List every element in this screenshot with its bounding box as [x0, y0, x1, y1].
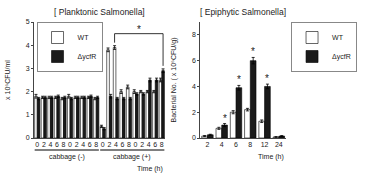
svg-text:2: 2 [192, 109, 196, 116]
svg-text:8: 8 [94, 141, 98, 148]
svg-text:WT: WT [78, 34, 90, 41]
svg-text:2: 2 [75, 141, 79, 148]
svg-text:6: 6 [55, 141, 59, 148]
svg-text:*: * [251, 46, 255, 57]
svg-text:3: 3 [26, 65, 30, 72]
svg-text:4: 4 [114, 141, 118, 148]
svg-text:2: 2 [140, 141, 144, 148]
svg-text:[ Planktonic Salmonella]: [ Planktonic Salmonella] [54, 7, 145, 17]
svg-text:8: 8 [160, 141, 164, 148]
svg-text:x 10⁶CFU/ml: x 10⁶CFU/ml [4, 60, 11, 100]
svg-text:24: 24 [275, 141, 283, 148]
svg-text:4: 4 [220, 141, 224, 148]
svg-text:8: 8 [127, 141, 131, 148]
svg-text:0: 0 [26, 134, 30, 141]
svg-text:4: 4 [48, 141, 52, 148]
svg-text:cabbage (-): cabbage (-) [49, 153, 85, 161]
svg-text:0: 0 [35, 141, 39, 148]
svg-text:4: 4 [81, 141, 85, 148]
svg-text:2: 2 [206, 141, 210, 148]
svg-text:0: 0 [192, 134, 196, 141]
svg-text:8: 8 [62, 141, 66, 148]
svg-text:2: 2 [107, 141, 111, 148]
svg-text:[ Epiphytic Salmonella]: [ Epiphytic Salmonella] [200, 7, 286, 17]
svg-text:4: 4 [192, 83, 196, 90]
svg-text:6: 6 [120, 141, 124, 148]
svg-text:1: 1 [26, 111, 30, 118]
svg-text:ΔycfR: ΔycfR [78, 53, 97, 61]
svg-text:ΔycfR: ΔycfR [332, 53, 351, 61]
svg-text:4: 4 [147, 141, 151, 148]
svg-text:Bacterial No. ( x 10⁶CFU/g): Bacterial No. ( x 10⁶CFU/g) [170, 38, 178, 123]
svg-text:*: * [137, 24, 141, 35]
svg-text:12: 12 [261, 141, 269, 148]
svg-text:Time (h): Time (h) [258, 153, 284, 161]
svg-text:*: * [265, 73, 269, 84]
svg-text:*: * [223, 113, 227, 124]
svg-text:6: 6 [153, 141, 157, 148]
svg-text:0: 0 [134, 141, 138, 148]
svg-text:*: * [237, 74, 241, 85]
svg-text:6: 6 [192, 57, 196, 64]
svg-text:0: 0 [101, 141, 105, 148]
svg-text:5: 5 [26, 18, 30, 25]
svg-text:6: 6 [234, 141, 238, 148]
svg-text:WT: WT [332, 34, 344, 41]
svg-text:4: 4 [26, 42, 30, 49]
svg-text:8: 8 [192, 31, 196, 38]
svg-text:0: 0 [68, 141, 72, 148]
svg-text:cabbage (+): cabbage (+) [113, 153, 151, 161]
svg-text:Time (h): Time (h) [137, 165, 163, 173]
svg-text:2: 2 [42, 141, 46, 148]
svg-text:8: 8 [248, 141, 252, 148]
svg-text:2: 2 [26, 88, 30, 95]
svg-text:6: 6 [88, 141, 92, 148]
